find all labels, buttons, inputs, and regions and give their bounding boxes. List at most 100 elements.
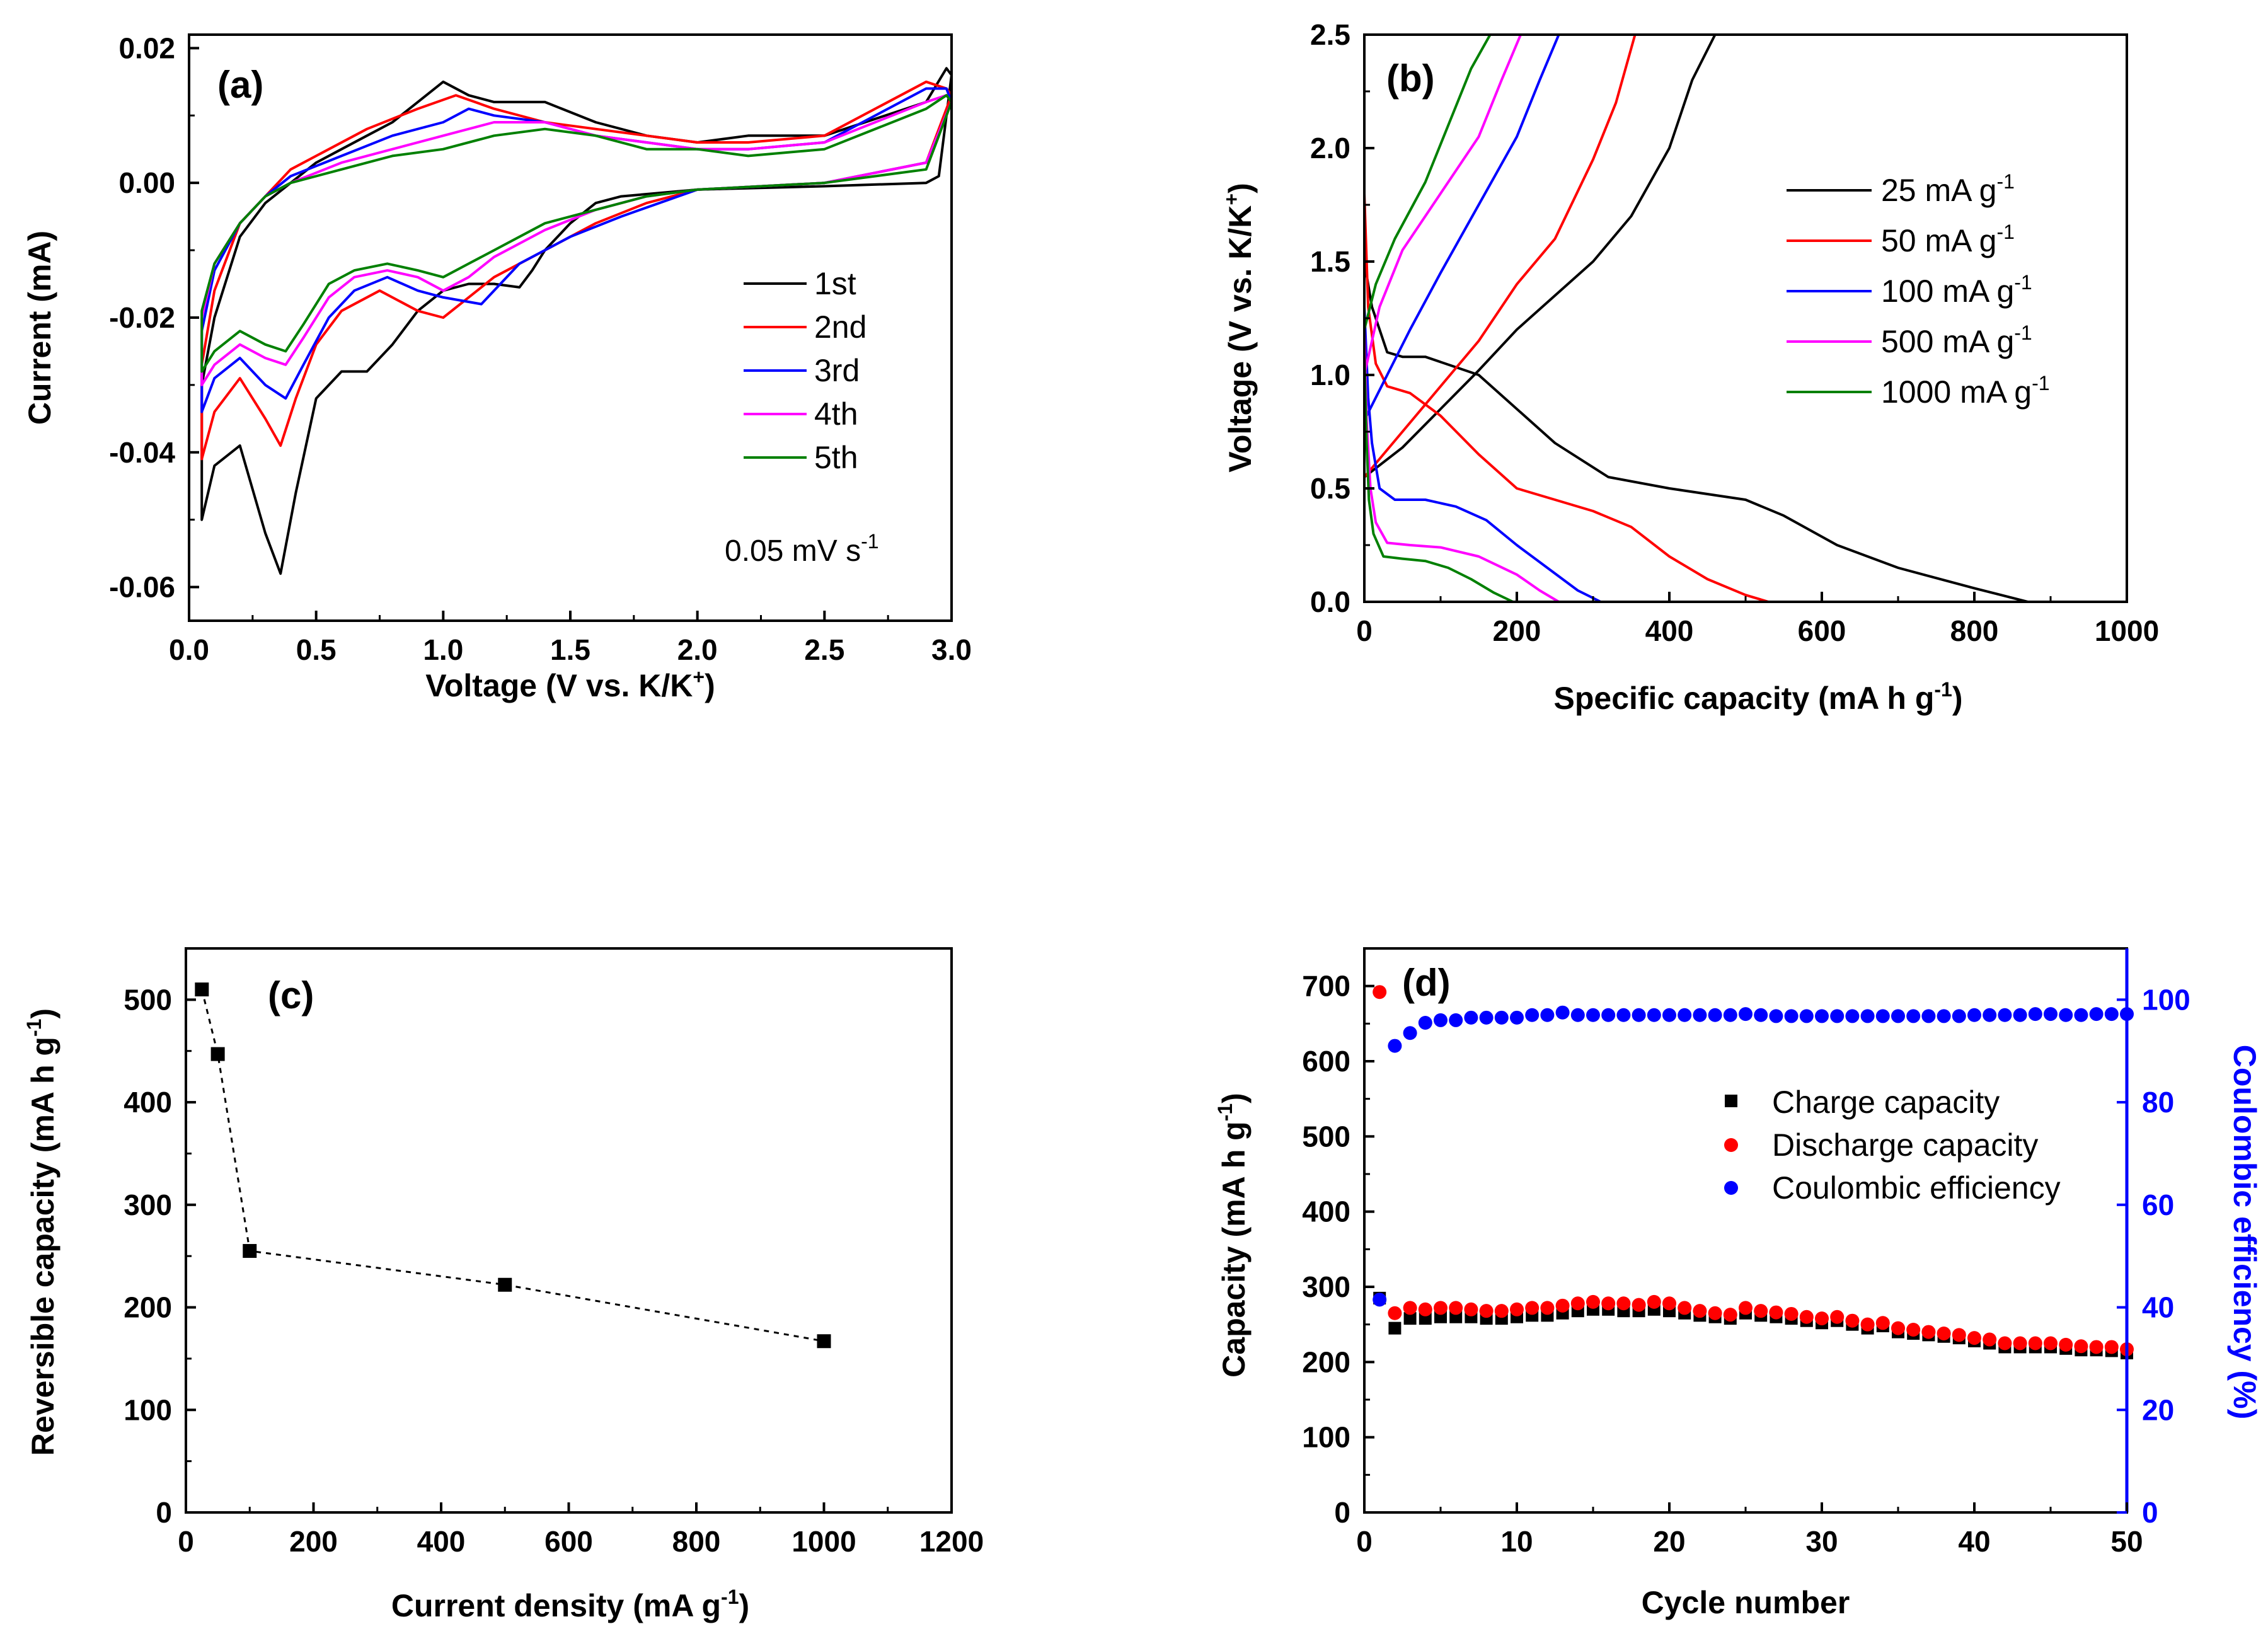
- legend-a-1st: 1st: [814, 266, 856, 301]
- panel-d-s1-point-8: [1494, 1304, 1509, 1318]
- panel-d-s2-point-40: [1983, 1008, 1997, 1022]
- panel-d-s1-point-22: [1708, 1306, 1722, 1320]
- panel-d-ytick-right-label-1: 80: [2142, 1086, 2174, 1119]
- panel-d-s2-point-15: [1601, 1008, 1616, 1022]
- panel-a-scan-rate-annotation: 0.05 mV s-1: [725, 530, 879, 568]
- panel-a-series-5th: [200, 94, 953, 373]
- legend-d-ce: Coulombic efficiency: [1772, 1170, 2061, 1206]
- panel-d-s2-point-38: [1952, 1009, 1966, 1023]
- panel-a-series-3rd: [200, 87, 953, 413]
- panel-d-s1-point-32: [1860, 1317, 1875, 1332]
- panel-b-ylabel: Voltage (V vs. K/K+): [1220, 183, 1258, 473]
- panel-d-s1-point-44: [2044, 1336, 2058, 1350]
- panel-c-ylabel: Reversible capacity (mA h g-1): [23, 1008, 60, 1456]
- panel-d-s1-point-9: [1510, 1302, 1524, 1316]
- panel-b-ytick-label-5: 0.0: [1310, 585, 1350, 618]
- panel-d-s2-point-0: [1373, 1293, 1387, 1307]
- panel-d-s0-point-2: [1403, 1312, 1417, 1325]
- panel-d-s1-point-43: [2028, 1336, 2042, 1350]
- panel-d-s2-point-24: [1739, 1007, 1753, 1022]
- panel-b-discharge-4: [1363, 352, 1514, 603]
- panel-d-cycling-performance: 0 10 20 30 40 5070060050040030020010001008060…: [1214, 947, 2262, 1620]
- panel-d-s1-point-37: [1937, 1326, 1951, 1340]
- panel-d-xtick-label-5: 50: [2110, 1525, 2143, 1558]
- panel-d-ylabel: Capacity (mA h g-1): [1214, 1093, 1252, 1378]
- panel-b-ytick-label-0: 2.5: [1310, 18, 1350, 51]
- panel-d-s1-point-47: [2089, 1340, 2104, 1354]
- panel-d-s2-point-1: [1388, 1039, 1402, 1053]
- panel-d-s2-point-35: [1906, 1009, 1921, 1023]
- panel-d-s1-point-19: [1662, 1296, 1676, 1311]
- legend-a-2nd: 2nd: [814, 309, 866, 345]
- panel-d-s1-point-36: [1921, 1325, 1936, 1339]
- panel-d-s1-point-18: [1647, 1294, 1661, 1309]
- panel-d-xtick-label-0: 0: [1356, 1525, 1373, 1558]
- panel-c-label: (c): [268, 974, 314, 1016]
- panel-d-s2-point-42: [2013, 1008, 2027, 1022]
- panel-d-s1-point-40: [1983, 1332, 1997, 1347]
- panel-d-ytick-right-label-3: 40: [2142, 1291, 2174, 1324]
- panel-d-s1-point-14: [1586, 1294, 1600, 1309]
- panel-d-ytick-right-label-4: 20: [2142, 1393, 2174, 1426]
- panel-b-ytick-label-2: 1.5: [1310, 245, 1350, 278]
- panel-d-ytick-label-4: 300: [1302, 1270, 1350, 1303]
- panel-d-ytick-label-3: 400: [1302, 1195, 1350, 1228]
- panel-d-s2-point-28: [1799, 1009, 1814, 1023]
- panel-d-s2-point-12: [1555, 1005, 1570, 1020]
- panel-b-charge-3: [1363, 34, 1522, 376]
- panel-b-ytick-label-4: 0.5: [1310, 472, 1350, 505]
- panel-d-label: (d): [1402, 962, 1451, 1004]
- panel-d-s1-point-13: [1570, 1296, 1585, 1311]
- panel-d-s1-point-3: [1418, 1302, 1432, 1316]
- panel-d-xtick-label-4: 40: [1958, 1525, 1990, 1558]
- panel-a-xtick-label-4: 2.0: [677, 633, 718, 666]
- panel-d-s2-point-48: [2104, 1007, 2119, 1022]
- legend-b-100: 100 mA g-1: [1881, 271, 2032, 309]
- panel-d-s1-point-39: [1967, 1331, 1981, 1345]
- panel-c-xtick-label-6: 1200: [919, 1525, 984, 1558]
- panel-d-xlabel: Cycle number: [1642, 1585, 1850, 1620]
- panel-b-discharge-0: [1363, 261, 2029, 603]
- legend-d-marker-charge: [1725, 1095, 1737, 1107]
- panel-c-ytick-label-3: 200: [124, 1291, 172, 1324]
- panel-d-s1-point-11: [1540, 1301, 1555, 1315]
- panel-c-xtick-label-4: 800: [672, 1525, 721, 1558]
- legend-d-charge: Charge capacity: [1772, 1085, 2000, 1120]
- panel-a-ytick-label-2: -0.02: [109, 301, 175, 334]
- panel-d-s1-point-16: [1616, 1296, 1631, 1311]
- panel-d-ytick-label-7: 0: [1334, 1496, 1350, 1529]
- panel-d-s1-point-0: [1373, 985, 1387, 999]
- panel-b-charge-2: [1363, 34, 1560, 421]
- panel-d-s1-point-1: [1388, 1306, 1402, 1320]
- panel-a-ylabel: Current (mA): [22, 231, 57, 425]
- panel-d-xtick-label-3: 30: [1805, 1525, 1838, 1558]
- panel-c-ytick-label-5: 0: [156, 1496, 172, 1529]
- panel-c-ytick-label-0: 500: [124, 983, 172, 1016]
- panel-d-s2-point-7: [1479, 1010, 1494, 1025]
- panel-d-ylabel-right: Coulombic efficiency (%): [2227, 1045, 2262, 1420]
- panel-c-point-0: [195, 982, 209, 997]
- panel-d-s2-point-26: [1769, 1009, 1783, 1023]
- legend-d-marker-ce: [1724, 1181, 1738, 1195]
- panel-d-s2-point-13: [1570, 1008, 1585, 1022]
- panel-d-s2-point-44: [2044, 1007, 2058, 1022]
- panel-d-s2-point-16: [1616, 1008, 1631, 1022]
- legend-d-marker-discharge: [1724, 1138, 1738, 1152]
- panel-a-ticks: 0.0 0.5 1.0 1.5 2.0 2.5 3.0 0.02 0.00 -0.02 -0.04 -…: [109, 32, 972, 666]
- panel-c-point-3: [498, 1277, 512, 1292]
- panel-d-s1-point-42: [2013, 1336, 2027, 1350]
- panel-b-discharge-3: [1363, 329, 1560, 603]
- panel-d-s1-point-20: [1678, 1301, 1692, 1315]
- panel-d-s2-point-9: [1510, 1010, 1524, 1025]
- panel-d-s1-point-7: [1479, 1304, 1494, 1318]
- panel-d-s1-point-34: [1891, 1321, 1905, 1335]
- panel-d-ytick-label-1: 600: [1302, 1045, 1350, 1078]
- panel-b-ytick-label-1: 2.0: [1310, 132, 1350, 164]
- panel-d-s1-point-29: [1815, 1311, 1829, 1326]
- panel-d-s1-point-15: [1601, 1296, 1616, 1311]
- panel-d-s2-point-32: [1860, 1009, 1875, 1023]
- panel-d-ytick-right-label-0: 100: [2142, 983, 2190, 1016]
- panel-d-s1-point-35: [1906, 1323, 1921, 1337]
- panel-b-ytick-label-3: 1.0: [1310, 359, 1350, 391]
- panel-d-ytick-label-0: 700: [1302, 970, 1350, 1003]
